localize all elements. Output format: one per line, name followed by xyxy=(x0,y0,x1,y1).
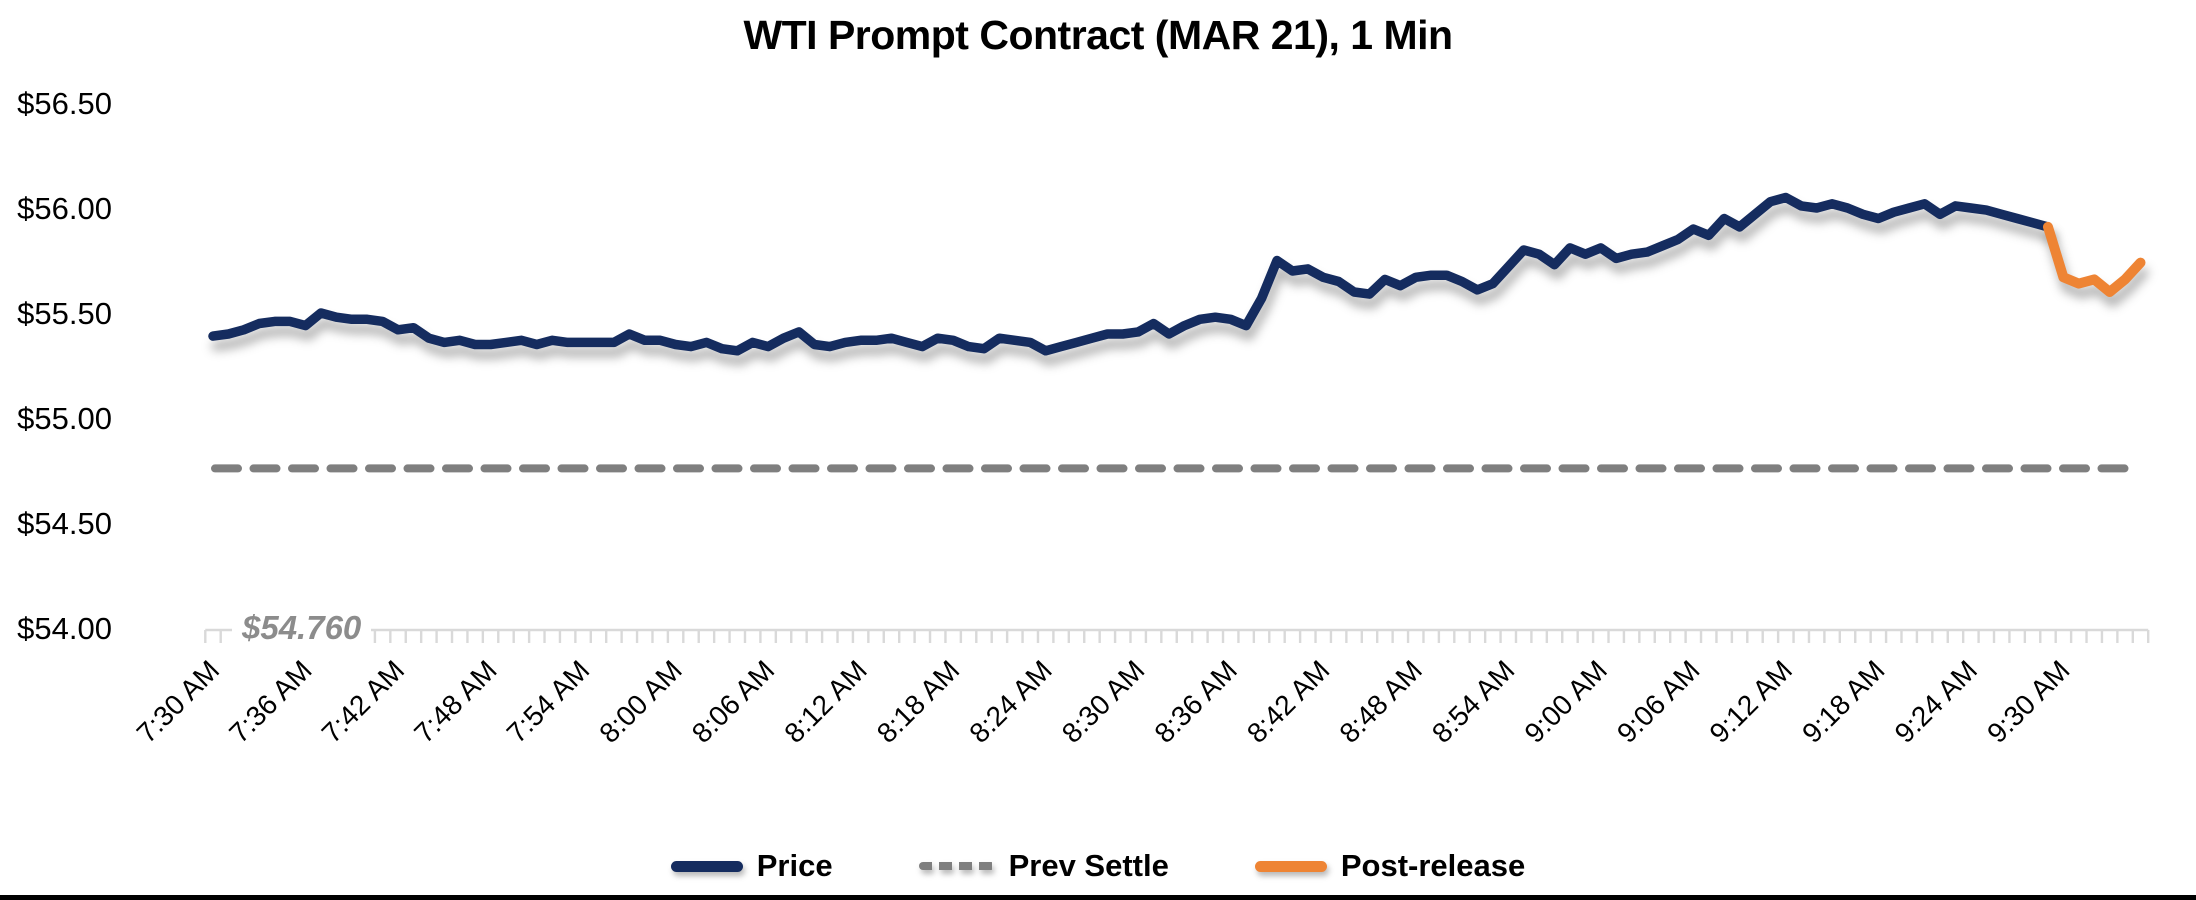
svg-text:8:00 AM: 8:00 AM xyxy=(593,654,688,749)
svg-text:9:24 AM: 9:24 AM xyxy=(1889,654,1984,749)
prev-settle-dashed-swatch-icon xyxy=(918,862,995,870)
svg-text:8:48 AM: 8:48 AM xyxy=(1333,654,1428,749)
chart-title: WTI Prompt Contract (MAR 21), 1 Min xyxy=(743,12,1453,58)
svg-text:$55.50: $55.50 xyxy=(17,296,112,331)
chart-legend: Price Prev Settle Post-release xyxy=(0,848,2196,884)
svg-text:8:18 AM: 8:18 AM xyxy=(871,654,966,749)
legend-label-prev-settle: Prev Settle xyxy=(1008,848,1169,883)
legend-label-post-release: Post-release xyxy=(1340,848,1526,883)
svg-text:$54.50: $54.50 xyxy=(17,506,112,541)
svg-text:$56.00: $56.00 xyxy=(17,191,112,226)
post-release-line xyxy=(2043,221,2146,297)
svg-text:9:06 AM: 9:06 AM xyxy=(1611,654,1706,749)
svg-text:8:12 AM: 8:12 AM xyxy=(778,654,873,749)
x-axis-ticks xyxy=(204,628,2150,643)
post-release-line-swatch-icon xyxy=(1254,860,1327,872)
svg-text:$54.00: $54.00 xyxy=(17,611,112,646)
svg-text:7:30 AM: 7:30 AM xyxy=(131,654,226,749)
svg-text:8:36 AM: 8:36 AM xyxy=(1148,654,1243,749)
svg-text:7:54 AM: 7:54 AM xyxy=(501,654,596,749)
price-line xyxy=(208,192,2053,356)
prev-settle-annotation: $54.760 xyxy=(232,608,372,648)
svg-text:9:18 AM: 9:18 AM xyxy=(1796,654,1891,749)
legend-item-post-release: Post-release xyxy=(1254,848,1526,884)
legend-label-price: Price xyxy=(756,848,833,883)
legend-item-price: Price xyxy=(670,848,833,884)
svg-text:8:30 AM: 8:30 AM xyxy=(1056,654,1151,749)
svg-text:7:36 AM: 7:36 AM xyxy=(223,654,318,749)
svg-text:9:30 AM: 9:30 AM xyxy=(1981,654,2076,749)
svg-text:8:24 AM: 8:24 AM xyxy=(963,654,1058,749)
x-axis-labels: 7:30 AM7:36 AM7:42 AM7:48 AM7:54 AM8:00 … xyxy=(131,654,2076,749)
svg-text:8:42 AM: 8:42 AM xyxy=(1241,654,1336,749)
svg-text:8:54 AM: 8:54 AM xyxy=(1426,654,1521,749)
svg-text:9:00 AM: 9:00 AM xyxy=(1518,654,1613,749)
svg-text:7:48 AM: 7:48 AM xyxy=(408,654,503,749)
svg-text:$56.50: $56.50 xyxy=(17,86,112,121)
svg-text:9:12 AM: 9:12 AM xyxy=(1704,654,1799,749)
price-line-swatch-icon xyxy=(670,860,743,872)
bottom-border xyxy=(0,895,2196,900)
svg-text:7:42 AM: 7:42 AM xyxy=(316,654,411,749)
y-axis-labels: $56.50 $56.00 $55.50 $55.00 $54.50 $54.00 xyxy=(17,86,112,646)
svg-text:8:06 AM: 8:06 AM xyxy=(686,654,781,749)
legend-item-prev-settle: Prev Settle xyxy=(918,848,1169,884)
svg-text:$55.00: $55.00 xyxy=(17,401,112,436)
